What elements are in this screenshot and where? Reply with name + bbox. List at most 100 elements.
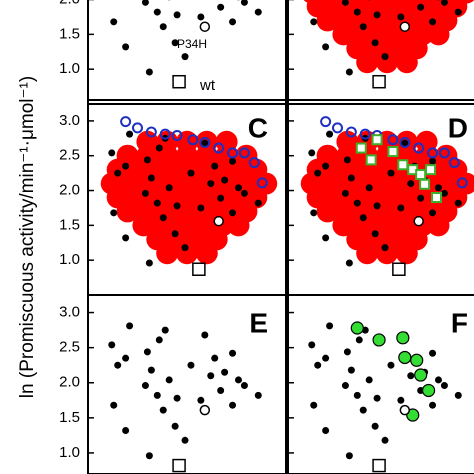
point	[407, 372, 415, 380]
point	[454, 391, 462, 399]
point	[454, 8, 462, 16]
point	[373, 11, 381, 19]
point	[143, 156, 151, 164]
point	[114, 169, 122, 177]
point	[234, 184, 242, 192]
point	[197, 204, 205, 212]
panel	[303, 0, 474, 89]
cloud-point	[395, 51, 418, 74]
point	[365, 376, 373, 384]
cloud-point	[427, 23, 450, 46]
point	[211, 162, 219, 170]
point	[397, 159, 409, 171]
y-axis-label: ln (Promiscuous activity/min⁻¹·μmol⁻¹)	[17, 76, 38, 398]
point	[417, 194, 425, 202]
point	[326, 322, 334, 330]
point	[217, 386, 225, 394]
point	[355, 336, 363, 344]
point	[181, 436, 189, 444]
point	[326, 130, 334, 138]
panel	[100, 116, 278, 276]
point	[440, 0, 448, 6]
point	[256, 177, 268, 189]
point	[207, 372, 215, 380]
point	[359, 128, 371, 140]
point	[181, 53, 189, 61]
annotation: wt	[199, 77, 216, 94]
point	[199, 136, 211, 148]
cloud-point	[156, 242, 179, 265]
point	[425, 164, 437, 176]
point	[165, 184, 173, 192]
point	[429, 209, 437, 217]
point	[141, 382, 149, 390]
point	[122, 426, 130, 434]
point	[322, 426, 330, 434]
point	[254, 391, 262, 399]
point	[234, 376, 242, 384]
point	[308, 341, 316, 349]
point	[211, 354, 219, 362]
point	[365, 154, 377, 166]
point	[387, 361, 395, 369]
y-tick-label: 2.0	[59, 0, 80, 8]
point	[373, 202, 381, 210]
point	[322, 43, 330, 51]
point	[240, 189, 248, 197]
point	[397, 13, 405, 21]
point	[398, 350, 412, 365]
point	[454, 199, 462, 207]
y-tick-label: 1.0	[59, 444, 80, 461]
y-tick-label: 2.0	[59, 182, 80, 199]
point	[141, 0, 149, 6]
point	[322, 234, 330, 242]
cloud-point	[376, 242, 398, 265]
point	[413, 142, 425, 154]
point	[341, 0, 349, 6]
panel-frame	[87, 0, 287, 105]
point	[221, 368, 229, 376]
point	[353, 199, 361, 207]
point	[359, 23, 367, 31]
panel-label: F	[451, 307, 468, 338]
point	[229, 209, 237, 217]
panel	[108, 322, 262, 473]
cloud-point	[316, 200, 339, 223]
point	[429, 18, 437, 26]
point	[145, 259, 153, 267]
panel	[110, 0, 262, 89]
point	[254, 199, 262, 207]
cloud-point	[316, 9, 339, 32]
point	[248, 157, 260, 169]
point	[372, 458, 386, 473]
point	[381, 53, 389, 61]
point	[345, 68, 353, 76]
cloud-point	[395, 242, 418, 265]
point	[320, 116, 332, 128]
point	[126, 130, 134, 138]
point	[399, 21, 411, 32]
y-tick-label: 2.5	[59, 147, 80, 164]
point	[440, 189, 448, 197]
point	[314, 361, 322, 369]
point	[171, 422, 179, 430]
point	[201, 139, 209, 147]
y-tick-label: 2.0	[59, 374, 80, 391]
point	[110, 18, 118, 26]
point	[308, 149, 316, 157]
y-tick-label: 1.5	[59, 216, 80, 233]
cloud-point	[176, 242, 198, 265]
point	[413, 215, 424, 227]
point	[229, 401, 237, 409]
panel-label: C	[248, 112, 268, 143]
panel-label: D	[448, 112, 468, 143]
point	[197, 13, 205, 21]
point	[213, 142, 225, 154]
cloud-point	[376, 51, 398, 74]
point	[155, 336, 163, 344]
point	[143, 348, 151, 356]
point	[429, 401, 437, 409]
panel-frame	[87, 294, 287, 474]
point	[172, 458, 186, 473]
point	[147, 174, 155, 182]
